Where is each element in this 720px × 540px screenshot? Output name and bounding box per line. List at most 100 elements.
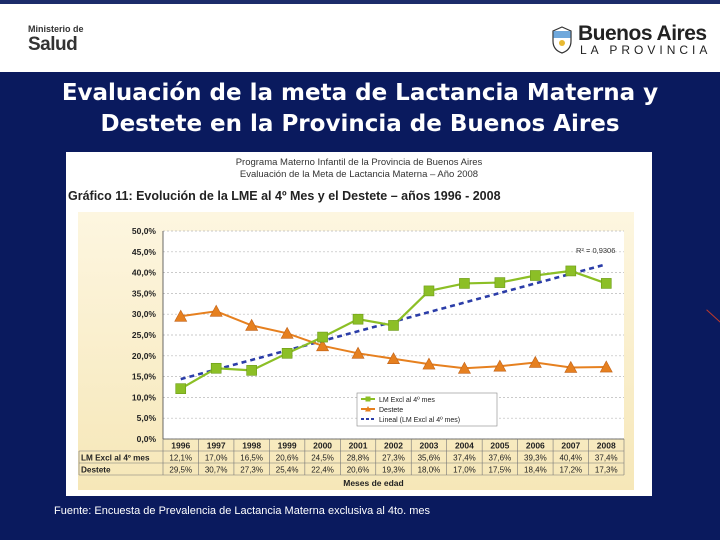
data-label: 27,3% — [382, 454, 405, 463]
header-bar: Ministerio de Salud Buenos Aires LA PROV… — [0, 0, 720, 72]
trend-annotation: R² = 0,9306 — [576, 246, 615, 255]
panel-subtitle-1: Programa Materno Infantil de la Provinci… — [235, 157, 483, 168]
x-tick-label: 2001 — [349, 441, 368, 451]
lme-point — [494, 277, 506, 288]
lme-point — [281, 348, 293, 359]
x-tick-label: 2005 — [490, 441, 509, 451]
data-label: 40,4% — [559, 454, 582, 463]
data-label: 39,3% — [524, 454, 547, 463]
data-label: 17,0% — [205, 454, 228, 463]
destete-point — [209, 304, 223, 317]
data-label: 17,5% — [489, 466, 512, 475]
data-label: 17,0% — [453, 466, 476, 475]
y-tick-label: 40,0% — [132, 268, 157, 278]
panel-subtitle-2: Evaluación de la Meta de Lactancia Mater… — [239, 169, 479, 180]
data-label: 17,3% — [595, 466, 618, 475]
y-tick-label: 15,0% — [132, 372, 157, 382]
data-label: 22,4% — [311, 466, 334, 475]
data-label: 19,3% — [382, 466, 405, 475]
data-label: 24,5% — [311, 454, 334, 463]
legend-label: LM Excl al 4º mes — [379, 397, 435, 404]
lme-point — [423, 285, 435, 297]
legend-box — [356, 392, 498, 427]
source-note: Fuente: Encuesta de Prevalencia de Lacta… — [54, 505, 431, 517]
y-tick-label: 30,0% — [132, 309, 157, 319]
x-tick-label: 2007 — [561, 441, 580, 451]
destete-point — [457, 361, 471, 374]
destete-point — [174, 309, 188, 322]
y-tick-label: 10,0% — [132, 392, 157, 402]
x-tick-label: 2003 — [420, 441, 439, 451]
destete-point — [599, 360, 613, 373]
data-label: 30,7% — [205, 466, 228, 475]
lme-point — [530, 270, 541, 281]
data-label: 37,4% — [595, 454, 618, 463]
x-axis-label: Meses de edad — [343, 478, 403, 488]
data-label: 37,6% — [489, 454, 512, 463]
x-tick-label: 1997 — [207, 441, 226, 451]
x-tick-label: 1996 — [171, 441, 190, 451]
x-tick-label: 2008 — [597, 441, 616, 451]
x-tick-label: 2006 — [526, 441, 545, 451]
x-tick-label: 2000 — [313, 441, 332, 451]
lme-point — [210, 362, 222, 374]
slide-title: Evaluación de la meta de Lactancia Mater… — [0, 78, 720, 140]
x-tick-label: 2004 — [455, 441, 474, 451]
destete-point — [245, 318, 259, 331]
y-tick-label: 5,0% — [137, 413, 157, 423]
chart-area: 0,0% 5,0% 10,0% 15,0% 20,0% 25,0% 30,0% 35,0% 40… — [78, 212, 634, 490]
y-tick-label: 45,0% — [132, 247, 157, 257]
lme-point — [246, 365, 257, 376]
data-label: 17,2% — [559, 466, 582, 475]
chart-svg: 0,0% 5,0% 10,0% 15,0% 20,0% 25,0% 30,0% 35,0% 40… — [78, 226, 625, 488]
buenos-aires-logo-sub: LA PROVINCIA — [580, 43, 712, 57]
data-label: 37,4% — [453, 454, 476, 463]
y-tick-label: 20,0% — [132, 351, 157, 361]
data-label: 25,4% — [276, 466, 299, 475]
legend-label: Lineal (LM Excl al 4º mes) — [379, 417, 460, 424]
slide-title-line2: Destete en la Provincia de Buenos Aires — [100, 111, 620, 137]
data-label: 20,6% — [276, 454, 299, 463]
destete-point — [493, 359, 507, 372]
chart-panel: Programa Materno Infantil de la Provinci… — [66, 152, 652, 496]
lme-point — [388, 320, 399, 331]
destete-point — [528, 355, 542, 368]
data-label: 18,0% — [418, 466, 441, 475]
data-label: 18,4% — [524, 466, 547, 475]
ministerio-logo-top: Ministerio de — [28, 24, 84, 34]
data-label: 12,1% — [169, 454, 192, 463]
lme-point — [459, 278, 470, 289]
y-tick-label: 50,0% — [132, 226, 157, 236]
y-tick-label: 0,0% — [137, 434, 157, 444]
legend-marker — [365, 396, 371, 402]
lme-point — [600, 278, 612, 289]
destete-point — [351, 346, 365, 359]
table-row-label: LM Excl al 4º mes — [81, 454, 150, 463]
province-seal-icon — [552, 26, 572, 54]
slide-title-line1: Evaluación de la meta de Lactancia Mater… — [61, 80, 659, 106]
ministerio-logo-main: Salud — [28, 34, 78, 55]
x-tick-label: 1999 — [278, 441, 297, 451]
y-tick-label: 25,0% — [132, 330, 157, 340]
lme-point — [352, 313, 364, 325]
x-tick-label: 1998 — [242, 441, 261, 451]
destete-point — [280, 326, 294, 339]
decorative-line — [706, 309, 720, 324]
destete-point — [564, 360, 578, 373]
x-tick-label: 2002 — [384, 441, 403, 451]
data-label: 20,6% — [347, 466, 370, 475]
table-row-label: Destete — [81, 466, 111, 475]
data-label: 29,5% — [169, 466, 192, 475]
y-tick-label: 35,0% — [132, 288, 157, 298]
destete-point — [316, 339, 330, 352]
legend-label: Destete — [379, 407, 403, 414]
lme-point — [565, 265, 577, 277]
data-label: 27,3% — [240, 466, 263, 475]
lme-point — [317, 331, 328, 343]
data-label: 35,6% — [418, 454, 441, 463]
destete-point — [386, 352, 401, 365]
chart-title: Gráfico 11: Evolución de la LME al 4º Me… — [68, 189, 501, 203]
destete-point — [422, 357, 436, 370]
data-label: 16,5% — [240, 454, 263, 463]
buenos-aires-logo-main: Buenos Aires — [578, 22, 707, 45]
